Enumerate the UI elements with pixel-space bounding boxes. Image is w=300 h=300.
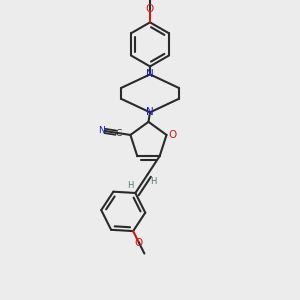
Text: N: N [146, 69, 154, 80]
Text: H: H [150, 177, 156, 186]
Text: N: N [98, 126, 104, 135]
Text: N: N [146, 107, 154, 117]
Text: C: C [116, 129, 122, 138]
Text: O: O [135, 238, 143, 248]
Text: H: H [127, 181, 133, 190]
Text: O: O [146, 4, 154, 14]
Text: O: O [168, 130, 176, 140]
